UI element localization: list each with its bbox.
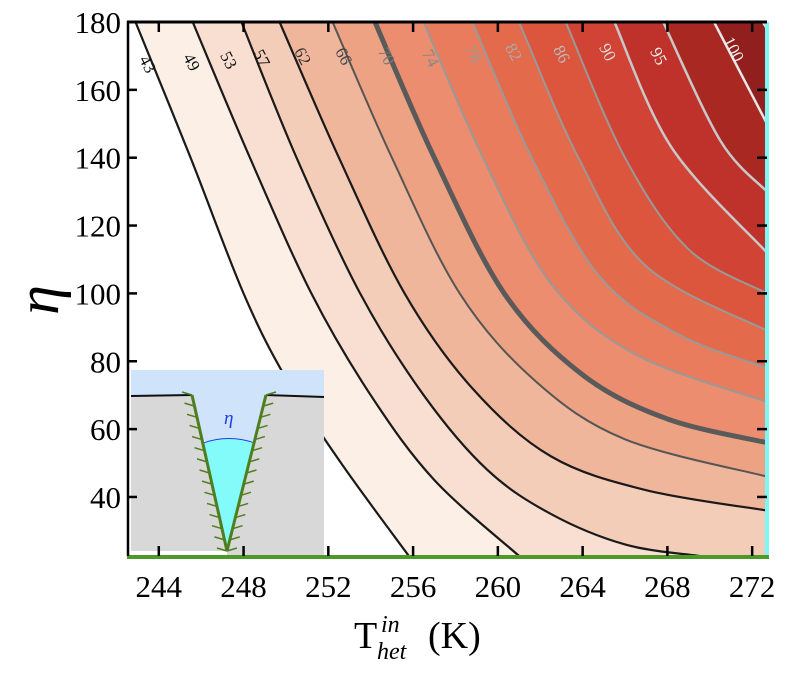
contour-line-90 xyxy=(662,22,767,193)
inset-vapor-in-groove xyxy=(192,396,266,441)
hatch-mark xyxy=(265,391,277,396)
x-axis-label-superscript: in xyxy=(381,612,400,638)
contour-label-90: 90 xyxy=(595,40,620,64)
y-axis-label: η xyxy=(5,285,71,315)
hatch-mark xyxy=(214,536,225,541)
y-tick-labels: 40 60 80 100 120 140 160 180 xyxy=(75,5,122,515)
inset-surface-right xyxy=(265,394,325,398)
contour-line-86 xyxy=(613,22,767,254)
x-axis-label-unit: (K) xyxy=(428,615,481,657)
inset-angle-label: η xyxy=(224,408,233,429)
x-tick-label-244: 244 xyxy=(136,569,183,604)
hatch-mark xyxy=(189,424,200,430)
x-tick-label-252: 252 xyxy=(305,569,352,604)
contour-line-74 xyxy=(471,22,767,369)
contour-label-53: 53 xyxy=(216,48,241,72)
x-axis-label-base: T xyxy=(354,615,377,657)
hatch-mark xyxy=(211,524,223,530)
contour-line-43 xyxy=(134,22,410,556)
hatch-mark xyxy=(199,469,210,474)
hatch-mark xyxy=(204,491,215,497)
x-axis-label: T in het (K) xyxy=(354,612,481,665)
x-axis-label-subscript: het xyxy=(377,639,408,665)
contour-line-78 xyxy=(518,22,767,332)
x-tick-label-260: 260 xyxy=(475,569,522,604)
x-tick-labels: 244 248 252 256 260 264 268 272 xyxy=(136,569,776,604)
y-tick-label-40: 40 xyxy=(90,480,121,515)
x-tick-label-272: 272 xyxy=(729,569,776,604)
contour-lines xyxy=(134,22,767,556)
inset-vapor-region xyxy=(131,370,324,396)
inset-surface-left xyxy=(130,394,193,397)
y-tick-label-80: 80 xyxy=(90,344,121,379)
contour-line-49 xyxy=(191,22,520,556)
contour-label-86: 86 xyxy=(549,42,574,66)
x-tick-label-256: 256 xyxy=(390,569,437,604)
y-tick-label-140: 140 xyxy=(75,141,122,176)
hatch-mark xyxy=(194,446,205,452)
contour-line-57 xyxy=(278,22,767,512)
hatch-mark xyxy=(191,435,203,441)
y-tick-label-160: 160 xyxy=(75,73,122,108)
hatch-mark xyxy=(206,502,218,508)
contour-label-49: 49 xyxy=(179,50,204,74)
hatch-mark xyxy=(196,458,208,463)
y-tick-label-100: 100 xyxy=(75,276,122,311)
x-tick-label-264: 264 xyxy=(559,569,606,604)
inset-wall-left xyxy=(190,394,229,552)
contour-label-82: 82 xyxy=(501,40,526,64)
contour-line-82 xyxy=(564,22,767,295)
hatch-mark xyxy=(216,547,228,552)
y-tick-label-180: 180 xyxy=(75,5,122,40)
inset-substrate-right xyxy=(227,395,324,555)
contour-line-95 xyxy=(712,22,767,125)
inset-angle-arc xyxy=(202,438,256,444)
inset-groove-diagram: η xyxy=(130,370,325,555)
y-tick-label-120: 120 xyxy=(75,209,122,244)
hatch-mark xyxy=(209,513,220,519)
contour-line-66 xyxy=(372,22,767,446)
contour-line-70 xyxy=(422,22,767,403)
x-tick-label-248: 248 xyxy=(220,569,267,604)
inset-substrate-left xyxy=(131,395,227,551)
contour-label-43: 43 xyxy=(135,52,160,76)
inset-liquid xyxy=(203,438,255,551)
contour-label-78: 78 xyxy=(461,42,486,66)
hatch-mark xyxy=(184,402,195,407)
contour-label-66: 66 xyxy=(331,44,356,68)
hatch-mark xyxy=(186,413,198,419)
y-tick-label-60: 60 xyxy=(90,412,121,447)
hatch-mark xyxy=(181,391,193,396)
x-tick-label-268: 268 xyxy=(644,569,691,604)
axis-ticks xyxy=(127,20,767,556)
contour-line-53 xyxy=(240,22,700,556)
contour-label-62: 62 xyxy=(290,44,315,68)
hatch-mark xyxy=(201,480,213,485)
contour-label-70: 70 xyxy=(374,44,399,68)
inset-wall-right xyxy=(225,394,268,552)
contour-line-62 xyxy=(331,22,767,478)
contour-label-95: 95 xyxy=(646,44,671,68)
